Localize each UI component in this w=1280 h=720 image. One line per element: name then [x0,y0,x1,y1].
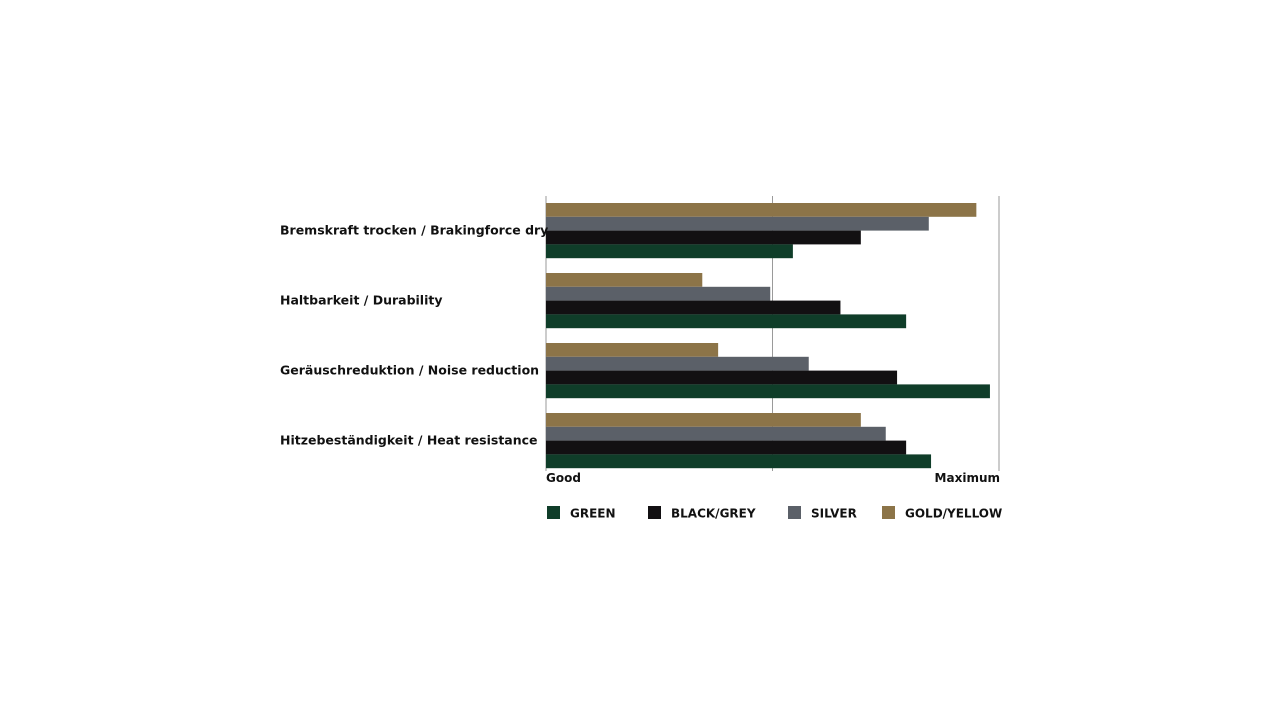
category-label-3: Hitzebeständigkeit / Heat resistance [280,433,538,448]
legend-label-0: GREEN [570,507,616,521]
bar-0-2 [546,230,861,245]
legend-label-2: SILVER [811,507,857,521]
bar-0-1 [546,216,929,231]
legend: GREEN BLACK/GREY SILVER GOLD/YELLOW [547,506,1002,521]
bar-2-0 [546,343,719,357]
legend-swatch-1 [648,506,661,519]
category-label-0: Bremskraft trocken / Brakingforce dry [280,223,548,238]
category-labels: Bremskraft trocken / Brakingforce dry Hal… [280,223,548,448]
bar-1-0 [546,273,703,287]
axis-label-min: Good [546,471,581,485]
legend-label-1: BLACK/GREY [671,507,756,521]
bar-3-2 [546,440,907,455]
bar-2-3 [546,384,990,399]
category-label-1: Haltbarkeit / Durability [280,293,443,308]
legend-label-3: GOLD/YELLOW [905,507,1002,521]
bar-1-1 [546,286,771,301]
bar-1-2 [546,300,841,315]
legend-swatch-0 [547,506,560,519]
legend-swatch-2 [788,506,801,519]
bar-0-0 [546,203,977,217]
legend-swatch-3 [882,506,895,519]
bar-2-1 [546,356,809,371]
bar-3-3 [546,454,932,469]
bar-0-3 [546,244,793,259]
bar-3-1 [546,426,886,441]
category-label-2: Geräuschreduktion / Noise reduction [280,363,539,378]
bars [546,203,990,469]
bar-3-0 [546,413,861,427]
bar-2-2 [546,370,898,385]
bar-1-3 [546,314,907,329]
axis-label-max: Maximum [935,471,1000,485]
